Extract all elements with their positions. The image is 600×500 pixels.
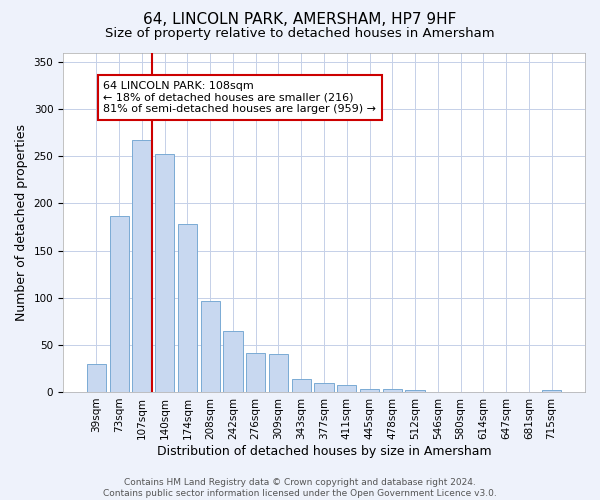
Bar: [87, 364, 106, 392]
Bar: [155, 154, 175, 392]
Bar: [337, 386, 356, 392]
Bar: [132, 140, 152, 392]
Bar: [200, 302, 220, 392]
Bar: [269, 354, 288, 392]
Bar: [223, 330, 242, 392]
Bar: [383, 389, 402, 392]
Text: 64, LINCOLN PARK, AMERSHAM, HP7 9HF: 64, LINCOLN PARK, AMERSHAM, HP7 9HF: [143, 12, 457, 28]
Bar: [406, 390, 425, 392]
Text: 64 LINCOLN PARK: 108sqm
← 18% of detached houses are smaller (216)
81% of semi-d: 64 LINCOLN PARK: 108sqm ← 18% of detache…: [103, 81, 376, 114]
Bar: [314, 382, 334, 392]
Text: Contains HM Land Registry data © Crown copyright and database right 2024.
Contai: Contains HM Land Registry data © Crown c…: [103, 478, 497, 498]
Bar: [360, 389, 379, 392]
Text: Size of property relative to detached houses in Amersham: Size of property relative to detached ho…: [105, 28, 495, 40]
Bar: [178, 224, 197, 392]
Y-axis label: Number of detached properties: Number of detached properties: [15, 124, 28, 320]
Bar: [110, 216, 129, 392]
Bar: [542, 390, 561, 392]
Bar: [246, 354, 265, 392]
X-axis label: Distribution of detached houses by size in Amersham: Distribution of detached houses by size …: [157, 444, 491, 458]
Bar: [292, 379, 311, 392]
